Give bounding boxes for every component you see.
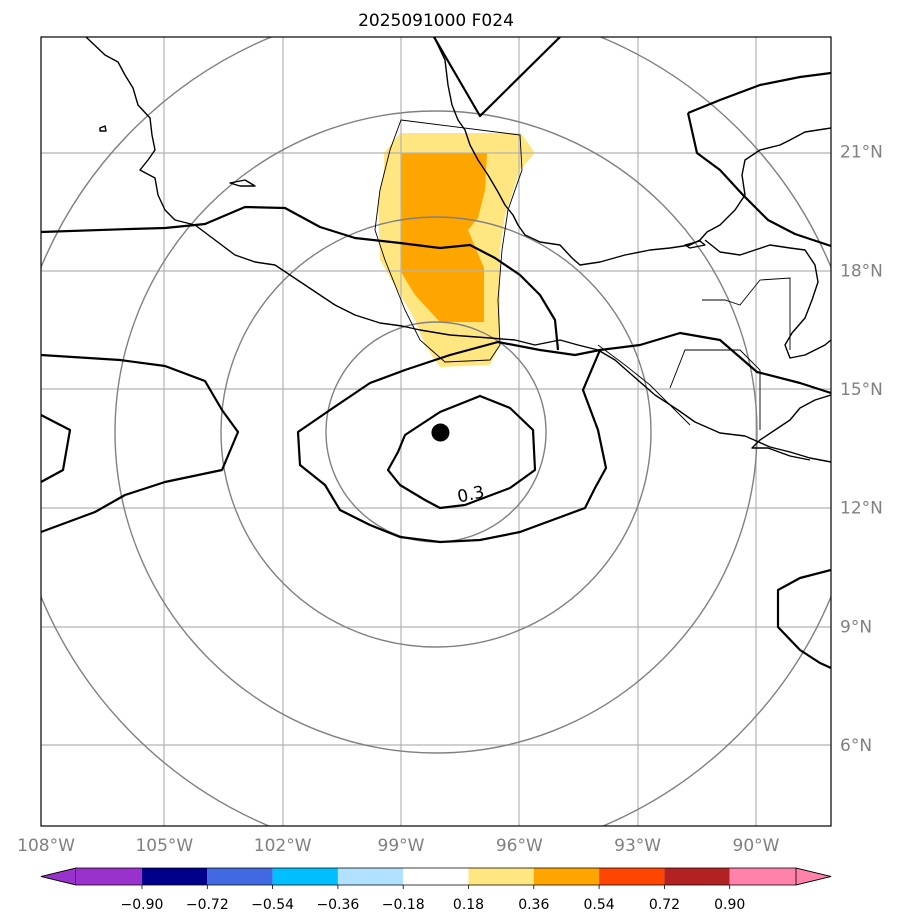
- country-borders: [374, 119, 791, 430]
- colorbar-outline: [40, 867, 832, 886]
- lat-label: 21°N: [840, 143, 883, 163]
- contour-0-inner: [296, 340, 608, 544]
- coastline-gulf-of-mexico: [433, 37, 831, 266]
- lat-label: 15°N: [840, 380, 883, 400]
- colorbar-bin: [142, 868, 208, 885]
- contour-0-north: [41, 205, 560, 351]
- contour-0-northeast-b: [686, 112, 831, 248]
- colorbar-tick-label: 0.54: [584, 897, 615, 913]
- chart-title: 2025091000 F024: [358, 11, 514, 31]
- contour-0-far-west: [41, 414, 72, 483]
- colorbar-tick-label: 0.72: [649, 897, 680, 913]
- coastline-central-america: [751, 394, 831, 461]
- colorbar-tick-label: 0.36: [518, 897, 549, 913]
- colorbar-tick-label: 0.18: [453, 897, 484, 913]
- contour-0-southeast: [776, 568, 831, 670]
- contour-0-east: [599, 331, 831, 395]
- lon-label: 99°W: [378, 836, 425, 856]
- border-guatemala: [597, 344, 691, 426]
- lon-label: 90°W: [733, 836, 780, 856]
- lon-label: 93°W: [614, 836, 661, 856]
- lat-labels: 21°N 18°N 15°N 12°N 9°N 6°N: [840, 143, 883, 756]
- colorbar-tick-label: 0.90: [714, 897, 745, 913]
- lon-labels: 108°W 105°W 102°W 99°W 96°W 93°W 90°W: [17, 836, 780, 856]
- coastline-mexico-pacific: [85, 37, 831, 463]
- range-ring: [220, 216, 652, 648]
- lat-label: 18°N: [840, 261, 883, 281]
- colorbar-extend-min: [40, 867, 77, 886]
- lon-label: 108°W: [17, 836, 75, 856]
- map-area[interactable]: 0.30: [8, 4, 864, 860]
- colorbar-bin: [337, 868, 404, 885]
- colorbar-bin: [664, 868, 730, 885]
- lon-label: 96°W: [496, 836, 543, 856]
- island: [99, 125, 107, 132]
- lat-label: 12°N: [840, 499, 883, 519]
- shaded-field: [378, 133, 535, 367]
- boundary-highlight-region: [374, 119, 523, 363]
- border-belize: [702, 277, 791, 350]
- colorbar-extend-max: [795, 867, 832, 886]
- coastline-yucatan: [704, 239, 831, 359]
- lon-label: 105°W: [135, 836, 193, 856]
- contour-label: 0: [847, 655, 858, 675]
- colorbar-labels: −0.90 −0.72 −0.54 −0.36 −0.18 0.18 0.36 0.54 0.7…: [121, 885, 745, 913]
- colorbar-bin: [729, 868, 796, 885]
- lat-label: 6°N: [840, 736, 872, 756]
- colorbar-bin: [468, 868, 534, 885]
- range-ring: [114, 110, 758, 754]
- island: [684, 240, 706, 249]
- colorbar: [40, 867, 832, 886]
- island: [229, 179, 256, 187]
- coastlines: [85, 37, 831, 463]
- colorbar-tick-label: −0.90: [121, 897, 164, 913]
- colorbar-bin: [272, 868, 338, 885]
- colorbar-bin: [533, 868, 600, 885]
- colorbar-bin: [403, 868, 469, 885]
- colorbar-bin: [207, 868, 273, 885]
- map-frame: [40, 36, 832, 827]
- lat-label: 9°N: [840, 617, 872, 637]
- colorbar-tick-label: −0.54: [251, 897, 294, 913]
- colorbar-bin: [76, 868, 142, 885]
- gridlines: [41, 37, 831, 826]
- colorbar-tick-label: −0.36: [316, 897, 359, 913]
- lon-label: 102°W: [254, 836, 312, 856]
- contour-0-northeast: [687, 71, 831, 115]
- shaded-region-orange: [401, 153, 487, 322]
- contour-0-west: [41, 353, 240, 534]
- colorbar-tick-label: −0.18: [382, 897, 425, 913]
- border-mexico-guatemala: [669, 349, 761, 430]
- storm-center-marker[interactable]: [431, 423, 450, 442]
- colorbar-bin: [599, 868, 665, 885]
- contours: [41, 37, 831, 670]
- contour-0-top: [433, 37, 561, 118]
- contour-0-3: [386, 394, 537, 510]
- colorbar-tick-label: −0.72: [186, 897, 229, 913]
